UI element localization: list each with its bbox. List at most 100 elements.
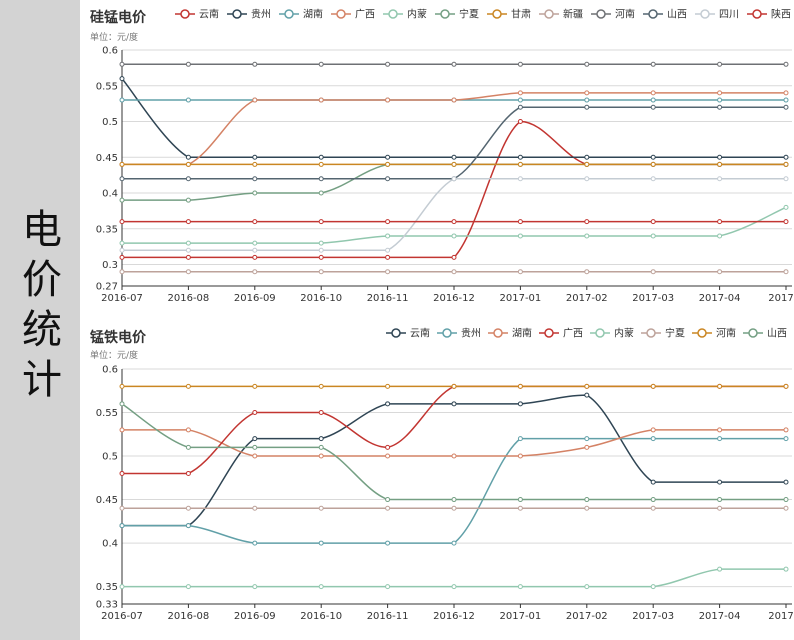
chart2-data-point[interactable] [451,505,457,511]
chart2-legend-item-4[interactable]: 广西 [539,328,583,340]
chart2-data-point[interactable] [517,383,523,389]
chart2-data-point[interactable] [584,383,590,389]
chart1-data-point[interactable] [451,154,457,160]
chart1-data-point[interactable] [717,90,723,96]
chart2-legend-item-5[interactable]: 内蒙 [590,327,634,340]
chart2-data-point[interactable] [517,584,523,590]
chart1-data-point[interactable] [119,61,125,67]
chart1-data-point[interactable] [119,161,125,167]
chart1-data-point[interactable] [119,247,125,253]
chart2-data-point[interactable] [650,383,656,389]
chart1-data-point[interactable] [252,154,258,160]
chart1-data-point[interactable] [783,176,789,182]
chart1-data-point[interactable] [185,197,191,203]
chart1-data-point[interactable] [517,161,523,167]
chart2-data-point[interactable] [385,540,391,546]
chart1-data-point[interactable] [252,219,258,225]
chart1-data-point[interactable] [252,254,258,260]
chart1-data-point[interactable] [717,176,723,182]
chart2-data-point[interactable] [252,410,258,416]
chart2-data-point[interactable] [119,383,125,389]
chart2-data-point[interactable] [584,436,590,442]
chart2-data-point[interactable] [252,436,258,442]
chart1-data-point[interactable] [119,240,125,246]
chart1-data-point[interactable] [185,154,191,160]
chart2-data-point[interactable] [783,479,789,485]
chart2-data-point[interactable] [717,479,723,485]
chart1-data-point[interactable] [252,61,258,67]
chart1-data-point[interactable] [650,97,656,103]
chart2-data-point[interactable] [252,505,258,511]
chart2-data-point[interactable] [717,505,723,511]
chart1-data-point[interactable] [650,90,656,96]
chart2-data-point[interactable] [318,444,324,450]
chart2-data-point[interactable] [517,505,523,511]
chart2-data-point[interactable] [385,505,391,511]
chart1-legend-item-10[interactable]: 山西 [643,9,687,21]
chart2-data-point[interactable] [185,584,191,590]
chart1-data-point[interactable] [650,219,656,225]
chart1-data-point[interactable] [451,219,457,225]
chart1-data-point[interactable] [185,269,191,275]
chart1-data-point[interactable] [318,154,324,160]
chart1-data-point[interactable] [650,233,656,239]
chart1-data-point[interactable] [783,154,789,160]
chart1-data-point[interactable] [385,161,391,167]
chart1-data-point[interactable] [650,269,656,275]
chart1-data-point[interactable] [385,154,391,160]
chart2-data-point[interactable] [252,453,258,459]
chart2-legend-item-7[interactable]: 河南 [692,327,736,340]
chart1-data-point[interactable] [717,233,723,239]
chart1-data-point[interactable] [517,90,523,96]
chart1-data-point[interactable] [385,269,391,275]
chart1-data-point[interactable] [185,247,191,253]
chart1-legend-item-7[interactable]: 甘肃 [487,8,531,21]
chart2-legend-item-2[interactable]: 贵州 [437,327,481,340]
chart2-data-point[interactable] [584,505,590,511]
chart2-data-point[interactable] [584,584,590,590]
chart2-data-point[interactable] [650,584,656,590]
chart1-data-point[interactable] [783,161,789,167]
chart1-data-point[interactable] [451,161,457,167]
chart1-data-point[interactable] [385,247,391,253]
chart1-data-point[interactable] [517,154,523,160]
chart2-data-point[interactable] [517,401,523,407]
chart1-data-point[interactable] [584,154,590,160]
chart2-data-point[interactable] [318,410,324,416]
chart1-data-point[interactable] [717,61,723,67]
chart1-data-point[interactable] [650,161,656,167]
chart1-data-point[interactable] [783,104,789,110]
chart2-legend-item-8[interactable]: 山西 [743,328,787,340]
chart2-legend-item-3[interactable]: 湖南 [488,327,532,340]
chart2-data-point[interactable] [318,453,324,459]
chart2-data-point[interactable] [650,505,656,511]
chart2-data-point[interactable] [385,453,391,459]
chart1-data-point[interactable] [318,97,324,103]
chart2-data-point[interactable] [185,505,191,511]
chart1-data-point[interactable] [517,119,523,125]
chart2-data-point[interactable] [185,427,191,433]
chart1-data-point[interactable] [717,97,723,103]
chart1-data-point[interactable] [252,97,258,103]
chart1-legend-item-2[interactable]: 贵州 [227,8,271,21]
chart1-data-point[interactable] [185,240,191,246]
chart1-data-point[interactable] [252,240,258,246]
chart2-data-point[interactable] [385,444,391,450]
chart1-data-point[interactable] [119,269,125,275]
chart1-data-point[interactable] [451,97,457,103]
chart1-data-point[interactable] [185,61,191,67]
chart2-data-point[interactable] [385,497,391,503]
chart2-data-point[interactable] [783,566,789,572]
chart1-data-point[interactable] [385,219,391,225]
chart1-data-point[interactable] [385,176,391,182]
chart2-data-point[interactable] [451,540,457,546]
chart1-data-point[interactable] [783,219,789,225]
chart2-data-point[interactable] [451,584,457,590]
chart2-data-point[interactable] [517,436,523,442]
chart1-legend-item-12[interactable]: 陕西 [747,8,791,21]
chart1-data-point[interactable] [783,61,789,67]
chart2-data-point[interactable] [517,453,523,459]
chart2-data-point[interactable] [451,453,457,459]
chart2-data-point[interactable] [185,444,191,450]
chart1-data-point[interactable] [451,269,457,275]
